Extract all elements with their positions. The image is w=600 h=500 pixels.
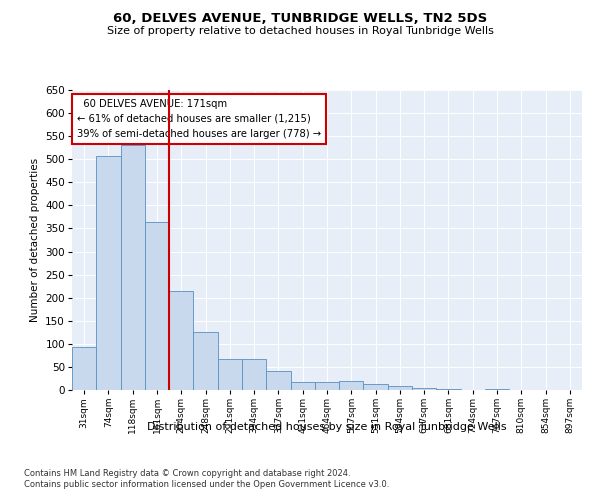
Bar [121,146,145,390]
Bar [388,386,412,390]
Bar [412,388,436,390]
Bar [169,291,193,390]
Bar [436,389,461,390]
Bar [218,358,242,390]
Text: 60 DELVES AVENUE: 171sqm  
← 61% of detached houses are smaller (1,215)
39% of s: 60 DELVES AVENUE: 171sqm ← 61% of detach… [77,99,321,138]
Bar [290,382,315,390]
Text: Contains HM Land Registry data © Crown copyright and database right 2024.: Contains HM Land Registry data © Crown c… [24,468,350,477]
Bar [72,347,96,390]
Bar [364,384,388,390]
Text: Distribution of detached houses by size in Royal Tunbridge Wells: Distribution of detached houses by size … [147,422,507,432]
Text: Size of property relative to detached houses in Royal Tunbridge Wells: Size of property relative to detached ho… [107,26,493,36]
Bar [339,381,364,390]
Bar [242,358,266,390]
Text: 60, DELVES AVENUE, TUNBRIDGE WELLS, TN2 5DS: 60, DELVES AVENUE, TUNBRIDGE WELLS, TN2 … [113,12,487,26]
Bar [266,370,290,390]
Y-axis label: Number of detached properties: Number of detached properties [30,158,40,322]
Bar [145,222,169,390]
Bar [96,156,121,390]
Text: Contains public sector information licensed under the Open Government Licence v3: Contains public sector information licen… [24,480,389,489]
Bar [193,332,218,390]
Bar [485,388,509,390]
Bar [315,382,339,390]
